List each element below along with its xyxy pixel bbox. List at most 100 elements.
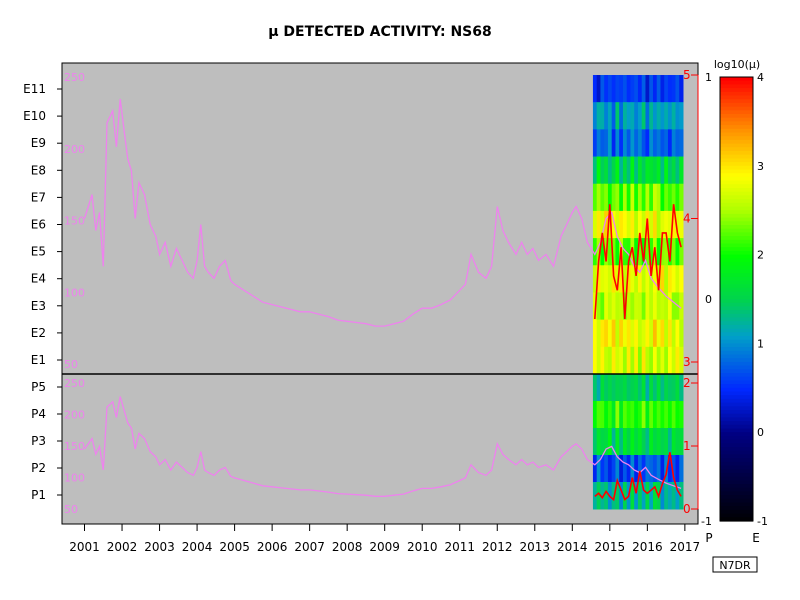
upper-heat-cell — [675, 183, 680, 212]
upper-heat-cell — [675, 156, 680, 185]
colorbar-left-label: 0 — [705, 293, 712, 306]
x-tick-label: 2007 — [294, 540, 325, 554]
upper-heat-cell — [645, 156, 650, 185]
upper-heat-cell — [641, 183, 646, 212]
lower-heat-cell — [604, 482, 609, 510]
lower-heat-cell — [671, 455, 676, 483]
colorbar-segment — [720, 402, 753, 407]
colorbar-segment — [720, 232, 753, 237]
upper-heat-cell — [664, 102, 669, 130]
footer-tag: N7DR — [719, 559, 751, 572]
lower-heat-cell — [611, 455, 616, 483]
colorbar-segment — [720, 336, 753, 341]
x-tick-label: 2008 — [332, 540, 363, 554]
lower-heat-cell — [604, 374, 609, 402]
upper-heat-cell — [600, 75, 605, 103]
colorbar-segment — [720, 121, 753, 126]
colorbar-segment — [720, 221, 753, 226]
lower-heat-cell — [622, 401, 628, 429]
lower-heat-cell — [660, 401, 665, 429]
colorbar-segment — [720, 117, 753, 122]
upper-heat-cell — [600, 265, 605, 293]
x-tick-label: 2006 — [257, 540, 288, 554]
upper-heat-cell — [634, 210, 639, 239]
colorbar-segment — [720, 373, 753, 378]
lower-panel-bg — [62, 374, 698, 524]
colorbar-segment — [720, 302, 753, 307]
upper-heat-cell — [630, 183, 635, 212]
x-tick-label: 2003 — [144, 540, 175, 554]
colorbar-segment — [720, 287, 753, 293]
colorbar-segment — [720, 398, 753, 404]
upper-heat-cell — [634, 292, 639, 321]
upper-heat-cell — [664, 319, 669, 348]
upper-heat-cell — [671, 265, 676, 293]
colorbar-segment — [720, 417, 753, 422]
upper-heat-cell — [615, 210, 620, 239]
upper-heat-cell — [652, 156, 658, 185]
upper-inner-label: 100 — [64, 286, 85, 299]
upper-heat-cell — [626, 238, 631, 266]
colorbar-segment — [720, 413, 753, 418]
colorbar-segment — [720, 506, 753, 511]
upper-heat-cell — [652, 183, 658, 212]
upper-heat-cell — [600, 129, 605, 158]
lower-heat-cell — [671, 374, 676, 402]
upper-heat-cell — [630, 292, 635, 321]
upper-heat-cell — [611, 238, 616, 266]
right-tick-label: 0 — [683, 502, 691, 516]
upper-ytick-label: E9 — [31, 136, 46, 150]
upper-heat-cell — [611, 156, 616, 185]
upper-heat-cell — [656, 183, 661, 212]
lower-heat-cell — [637, 401, 643, 429]
upper-heat-cell — [667, 346, 673, 375]
upper-heat-cell — [619, 75, 624, 103]
upper-heat-cell — [645, 292, 650, 321]
colorbar-segment — [720, 80, 753, 85]
colorbar-segment — [720, 369, 753, 374]
lower-heat-cell — [660, 482, 665, 510]
lower-heat-cell — [592, 401, 598, 429]
upper-heat-cell — [619, 156, 624, 185]
lower-series-line — [83, 396, 682, 497]
upper-heat-cell — [630, 75, 635, 103]
lower-heat-cell — [675, 374, 680, 402]
x-tick-label: 2016 — [632, 540, 663, 554]
colorbar-segment — [720, 165, 753, 171]
footer-tag-box — [712, 556, 758, 573]
colorbar-frame — [719, 76, 754, 522]
upper-heat-cell — [679, 319, 684, 348]
upper-heat-cell — [596, 292, 601, 321]
upper-heat-cell — [607, 319, 613, 348]
lower-heat-cell — [641, 428, 646, 456]
upper-heat-cell — [604, 210, 609, 239]
colorbar-segment — [720, 469, 753, 474]
upper-heat-cell — [592, 346, 598, 375]
lower-heat-cell — [630, 482, 635, 510]
lower-heat-cell — [615, 482, 620, 510]
upper-heat-cell — [645, 265, 650, 293]
colorbar-segment — [720, 180, 753, 185]
upper-heat-cell — [641, 292, 646, 321]
colorbar-segment — [720, 139, 753, 145]
colorbar-foot-right: E — [752, 531, 760, 545]
colorbar-segment — [720, 114, 753, 119]
upper-heat-cell — [630, 102, 635, 130]
upper-heat-cell — [637, 346, 643, 375]
upper-heat-cell — [664, 265, 669, 293]
upper-heat-cell — [600, 292, 605, 321]
inner-axis-labels: 50 100 150 200 250 50 100 150 200 250 — [64, 71, 85, 516]
colorbar-segment — [720, 210, 753, 215]
x-tick-label: 2002 — [107, 540, 138, 554]
colorbar-segment — [720, 343, 753, 348]
lower-heat-cell — [637, 374, 643, 402]
upper-panel-bg — [62, 63, 698, 374]
colorbar-segment — [720, 217, 753, 222]
lower-heat-cell — [626, 428, 631, 456]
lower-heat-cell — [626, 401, 631, 429]
lower-heat-cell — [645, 455, 650, 483]
lower-heat-cell — [656, 428, 661, 456]
lower-heat-cell — [607, 428, 613, 456]
upper-heat-cell — [607, 183, 613, 212]
lower-heat-cell — [649, 374, 654, 402]
